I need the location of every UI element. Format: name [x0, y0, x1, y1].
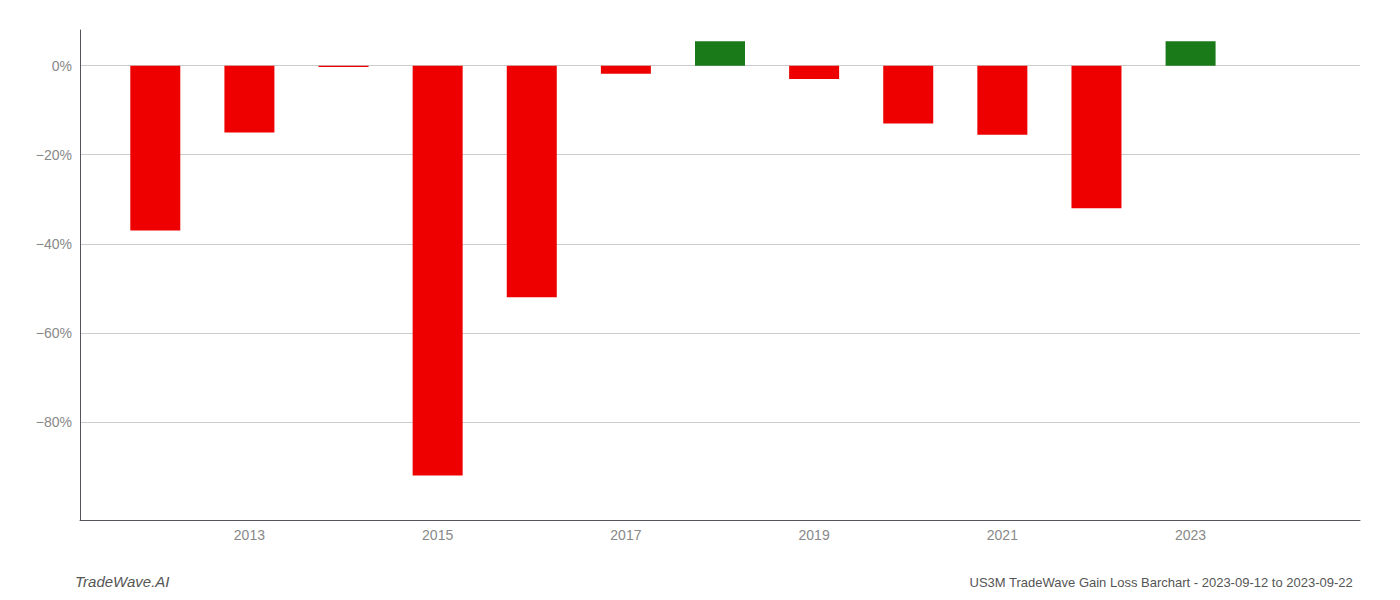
svg-text:2023: 2023 — [1175, 527, 1206, 543]
svg-text:−40%: −40% — [36, 236, 72, 252]
svg-text:TradeWave.AI: TradeWave.AI — [75, 573, 169, 590]
svg-text:2019: 2019 — [799, 527, 830, 543]
svg-text:−20%: −20% — [36, 147, 72, 163]
svg-text:2017: 2017 — [610, 527, 641, 543]
svg-text:2021: 2021 — [987, 527, 1018, 543]
svg-text:−80%: −80% — [36, 414, 72, 430]
svg-text:2013: 2013 — [234, 527, 265, 543]
svg-text:US3M TradeWave Gain Loss Barch: US3M TradeWave Gain Loss Barchart - 2023… — [970, 575, 1353, 590]
svg-text:2015: 2015 — [422, 527, 453, 543]
svg-text:−60%: −60% — [36, 325, 72, 341]
svg-text:0%: 0% — [52, 58, 72, 74]
